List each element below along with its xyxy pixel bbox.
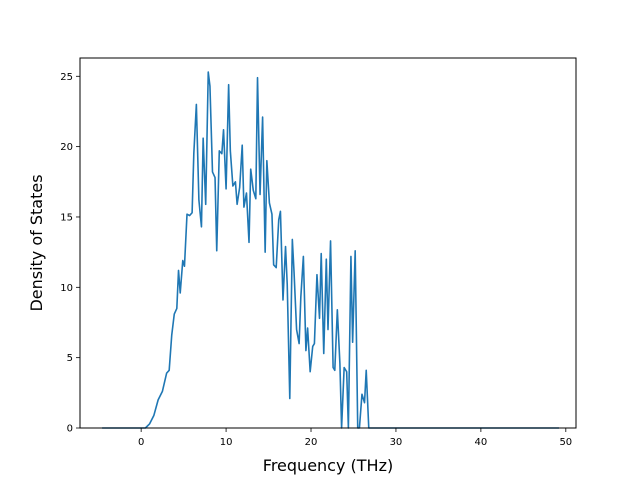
y-axis-label: Density of States (27, 174, 46, 311)
x-tick-label: 40 (475, 437, 488, 448)
series-line-0 (102, 71, 560, 429)
y-tick-label: 10 (60, 283, 73, 294)
y-tick-label: 0 (67, 424, 73, 435)
y-tick-label: 15 (60, 212, 73, 223)
x-tick-label: 50 (559, 437, 572, 448)
x-axis-label: Frequency (THz) (263, 456, 393, 475)
x-tick-label: 0 (138, 437, 144, 448)
y-axis: 0 5 10 15 20 25 (60, 72, 80, 435)
y-tick-label: 20 (60, 142, 73, 153)
y-tick-label: 5 (67, 353, 73, 364)
y-tick-label: 25 (60, 72, 73, 83)
x-tick-label: 20 (305, 437, 318, 448)
x-axis: 0 10 20 30 40 50 (138, 428, 572, 448)
x-tick-label: 10 (220, 437, 233, 448)
plot-frame (79, 57, 577, 429)
plot-area (102, 71, 560, 429)
x-tick-label: 30 (390, 437, 403, 448)
